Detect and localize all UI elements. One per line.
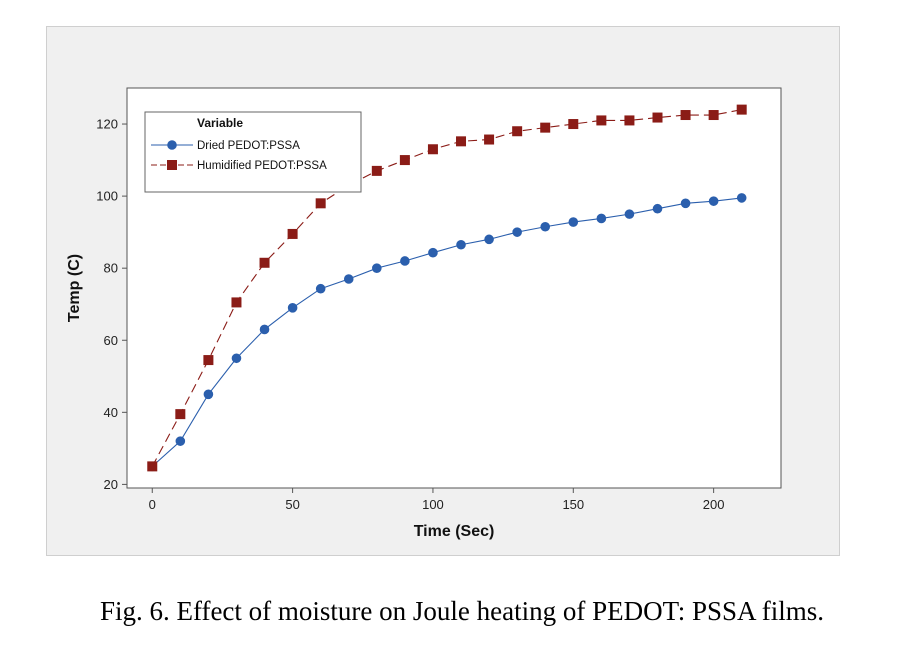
legend-entry-label: Dried PEDOT:PSSA [197, 140, 300, 152]
figure-caption: Fig. 6. Effect of moisture on Joule heat… [99, 596, 825, 626]
data-point [400, 256, 410, 266]
data-point [203, 389, 214, 400]
x-tick-label: 150 [562, 497, 584, 512]
legend-title: Variable [197, 116, 243, 130]
legend-swatch-marker [167, 140, 177, 150]
data-point [484, 234, 494, 245]
x-axis-title: Time (Sec) [414, 523, 495, 540]
series-line [151, 197, 742, 467]
data-point [287, 303, 298, 313]
data-point [399, 155, 410, 166]
data-point [512, 126, 523, 137]
data-point [175, 436, 186, 446]
data-point [624, 209, 635, 219]
legend-box [144, 111, 362, 193]
data-point [428, 247, 438, 258]
data-point [512, 227, 522, 237]
legend: Variable Dried PEDOT:PSSA Humidified PEDO… [144, 111, 362, 193]
data-point [652, 203, 663, 214]
series-line [151, 109, 742, 467]
legend-swatch-marker [167, 160, 177, 170]
data-point [175, 409, 186, 420]
data-point [287, 228, 298, 239]
chart: 0 50 100 150 200 20 40 60 80 100 120 Time (Sec) Te… [66, 87, 782, 540]
data-point [708, 110, 719, 121]
data-point [231, 297, 242, 308]
data-point [624, 115, 635, 126]
data-point [568, 217, 579, 227]
axes: 0 50 100 150 200 20 40 60 80 100 120 [96, 117, 724, 512]
data-point [540, 221, 551, 232]
data-point [736, 104, 747, 115]
series-2 [147, 104, 747, 472]
data-point [456, 239, 466, 250]
data-point [736, 193, 747, 203]
data-point [680, 110, 691, 121]
x-tick-label: 0 [149, 497, 156, 512]
y-tick-label: 40 [104, 405, 118, 420]
data-point [484, 134, 495, 145]
data-point [231, 353, 242, 364]
data-point [147, 461, 158, 472]
data-point [372, 263, 382, 273]
x-tick-label: 100 [422, 497, 444, 512]
y-axis-title: Temp (C) [66, 254, 83, 322]
data-point [456, 136, 467, 147]
data-point [315, 198, 326, 209]
legend-entry-label: Humidified PEDOT:PSSA [197, 160, 327, 172]
data-point [596, 213, 607, 224]
data-point [259, 324, 270, 335]
data-point [259, 257, 270, 268]
y-tick-label: 60 [104, 333, 118, 348]
y-tick-label: 20 [104, 477, 118, 492]
y-tick-label: 120 [96, 117, 118, 132]
x-tick-label: 50 [285, 497, 299, 512]
y-tick-label: 100 [96, 189, 118, 204]
series-layer [147, 104, 747, 472]
data-point [596, 115, 607, 126]
x-tick-label: 200 [703, 497, 725, 512]
data-point [680, 198, 691, 209]
data-point [652, 112, 663, 123]
data-point [371, 165, 382, 176]
data-point [540, 122, 551, 133]
data-point [427, 144, 438, 155]
data-point [203, 355, 214, 366]
data-point [708, 196, 719, 206]
y-tick-label: 80 [104, 261, 118, 276]
data-point [343, 274, 354, 284]
data-point [315, 283, 326, 294]
series-1 [147, 193, 747, 472]
data-point [568, 119, 579, 130]
figure-panel: 0 50 100 150 200 20 40 60 80 100 120 Time (Sec) Te… [46, 26, 840, 556]
